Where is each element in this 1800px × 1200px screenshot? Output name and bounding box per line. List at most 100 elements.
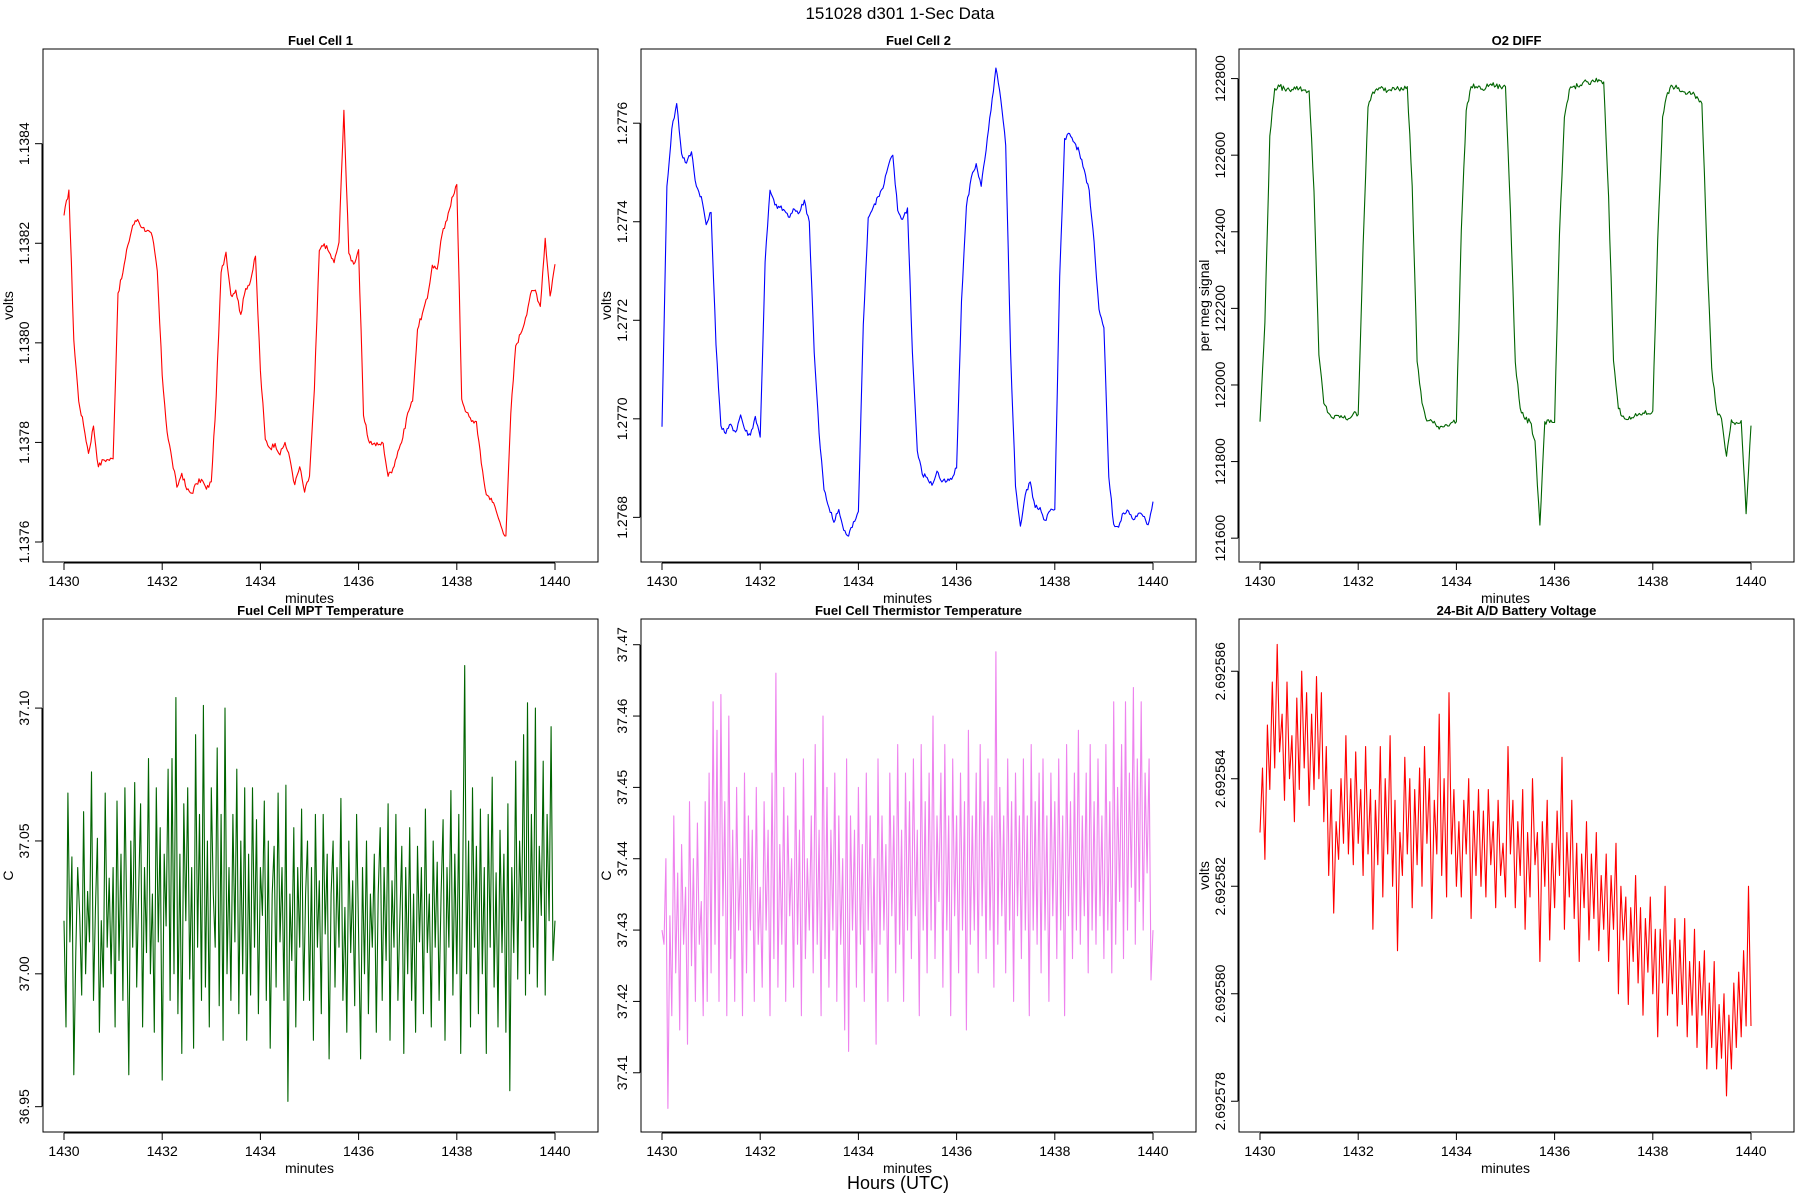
- x-tick-label: 1430: [646, 573, 677, 589]
- x-tick-label: 1434: [843, 573, 874, 589]
- plot-frame: [640, 48, 1197, 563]
- y-axis-label: C: [598, 870, 614, 880]
- figure-title: 151028 d301 1-Sec Data: [805, 4, 995, 23]
- x-tick-label: 1440: [539, 573, 570, 589]
- y-tick-label: 37.10: [16, 690, 32, 725]
- x-tick-label: 1440: [1137, 573, 1168, 589]
- y-tick-label: 121800: [1212, 438, 1228, 485]
- x-axis-label: minutes: [1481, 590, 1530, 606]
- plot-frame: [1238, 618, 1795, 1133]
- x-tick-label: 1434: [1441, 1143, 1472, 1159]
- chart-fuel-cell-mpt-temperature: Fuel Cell MPT Temperature 1430 1432 1434 143…: [0, 603, 599, 1176]
- x-tick-label: 1438: [1637, 1143, 1668, 1159]
- y-tick-label: 122600: [1212, 132, 1228, 179]
- panel-title: Fuel Cell 2: [886, 33, 951, 48]
- y-tick-label: 1.2770: [614, 397, 630, 440]
- x-tick-label: 1440: [1735, 573, 1766, 589]
- plot-frame: [42, 48, 599, 563]
- x-tick-label: 1434: [245, 1143, 276, 1159]
- panel-title: O2 DIFF: [1492, 33, 1542, 48]
- x-tick-label: 1436: [1539, 1143, 1570, 1159]
- y-tick-label: 2.692586: [1212, 642, 1228, 701]
- y-tick-label: 37.42: [614, 984, 630, 1019]
- x-tick-label: 1430: [48, 1143, 79, 1159]
- y-tick-label: 1.2768: [614, 496, 630, 539]
- x-tick-label: 1436: [343, 1143, 374, 1159]
- series-line: [1259, 643, 1752, 1097]
- series-line: [661, 651, 1154, 1109]
- y-tick-label: 1.2772: [614, 299, 630, 342]
- y-axis-label: volts: [0, 291, 16, 320]
- x-tick-label: 1440: [539, 1143, 570, 1159]
- chart-fuel-cell-2: Fuel Cell 2 1430 1432 1434 1436 1438 1440 minut…: [598, 33, 1197, 606]
- y-tick-label: 2.692578: [1212, 1072, 1228, 1131]
- x-tick-label: 1434: [245, 573, 276, 589]
- x-tick-label: 1440: [1735, 1143, 1766, 1159]
- y-tick-label: 37.45: [614, 770, 630, 805]
- x-axis-label: minutes: [285, 1160, 334, 1176]
- panel-title: Fuel Cell Thermistor Temperature: [815, 603, 1022, 618]
- y-tick-label: 1.1382: [16, 222, 32, 265]
- y-axis-label: volts: [1196, 861, 1212, 890]
- y-tick-label: 2.692584: [1212, 749, 1228, 808]
- x-tick-label: 1430: [48, 573, 79, 589]
- x-tick-label: 1440: [1137, 1143, 1168, 1159]
- panel-title: 24-Bit A/D Battery Voltage: [1437, 603, 1597, 618]
- x-tick-label: 1434: [1441, 573, 1472, 589]
- x-tick-label: 1430: [1244, 1143, 1275, 1159]
- y-axis-label: C: [0, 870, 16, 880]
- y-tick-label: 1.1378: [16, 421, 32, 464]
- x-tick-label: 1438: [441, 1143, 472, 1159]
- x-tick-label: 1432: [147, 1143, 178, 1159]
- x-tick-label: 1438: [1039, 573, 1070, 589]
- panel-title: Fuel Cell MPT Temperature: [237, 603, 404, 618]
- plot-frame: [42, 618, 599, 1133]
- y-tick-label: 37.47: [614, 627, 630, 662]
- y-tick-label: 1.1376: [16, 520, 32, 563]
- x-axis-label: minutes: [883, 1160, 932, 1176]
- x-axis-label: minutes: [883, 590, 932, 606]
- x-tick-label: 1436: [1539, 573, 1570, 589]
- y-tick-label: 36.95: [16, 1089, 32, 1124]
- y-tick-label: 122800: [1212, 55, 1228, 102]
- series-line: [661, 67, 1154, 537]
- x-tick-label: 1432: [745, 573, 776, 589]
- series-line: [63, 109, 556, 537]
- y-tick-label: 122400: [1212, 208, 1228, 255]
- x-tick-label: 1436: [343, 573, 374, 589]
- y-tick-label: 1.1380: [16, 321, 32, 364]
- y-tick-label: 37.46: [614, 698, 630, 733]
- panel-title: Fuel Cell 1: [288, 33, 353, 48]
- y-tick-label: 37.41: [614, 1055, 630, 1090]
- x-tick-label: 1432: [1343, 573, 1374, 589]
- x-tick-label: 1438: [1039, 1143, 1070, 1159]
- x-axis-label: minutes: [285, 590, 334, 606]
- series-line: [63, 665, 556, 1102]
- plot-frame: [640, 618, 1197, 1133]
- series-line: [1259, 77, 1752, 526]
- y-tick-label: 1.2776: [614, 102, 630, 145]
- y-tick-label: 37.05: [16, 823, 32, 858]
- y-tick-label: 37.44: [614, 841, 630, 876]
- y-tick-label: 1.1384: [16, 122, 32, 165]
- y-axis-label: per meg signal: [1196, 260, 1212, 352]
- y-tick-label: 2.692580: [1212, 964, 1228, 1023]
- chart-24-bit-a-d-battery-voltage: 24-Bit A/D Battery Voltage 1430 1432 1434 14…: [1196, 603, 1795, 1176]
- chart-o2-diff: O2 DIFF 1430 1432 1434 1436 1438 1440 minutes 12…: [1196, 33, 1795, 606]
- y-tick-label: 37.43: [614, 912, 630, 947]
- y-tick-label: 122200: [1212, 285, 1228, 332]
- y-axis-label: volts: [598, 291, 614, 320]
- y-tick-label: 122000: [1212, 361, 1228, 408]
- x-tick-label: 1438: [441, 573, 472, 589]
- y-tick-label: 121600: [1212, 515, 1228, 562]
- plot-frame: [1238, 48, 1795, 563]
- x-tick-label: 1430: [646, 1143, 677, 1159]
- x-tick-label: 1438: [1637, 573, 1668, 589]
- chart-fuel-cell-1: Fuel Cell 1 1430 1432 1434 1436 1438 1440 minut…: [0, 33, 599, 606]
- x-tick-label: 1436: [941, 573, 972, 589]
- chart-panels: Fuel Cell 1 1430 1432 1434 1436 1438 1440 minut…: [0, 33, 1795, 1176]
- x-tick-label: 1432: [1343, 1143, 1374, 1159]
- y-tick-label: 2.692582: [1212, 857, 1228, 916]
- x-axis-label: minutes: [1481, 1160, 1530, 1176]
